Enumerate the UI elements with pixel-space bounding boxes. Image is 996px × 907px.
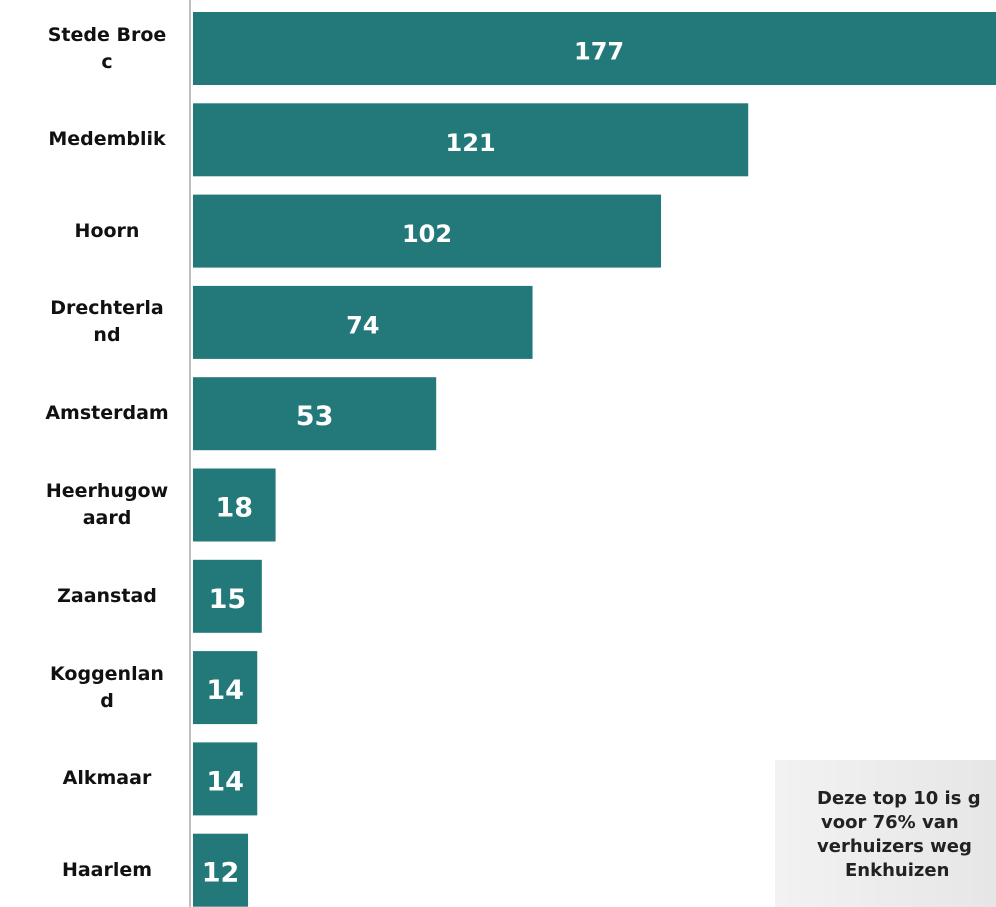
value-label: 15 [209,584,247,615]
value-label: 12 [202,858,240,889]
category-label: Heerhugowaard [20,469,170,542]
category-text: Stede Broec [47,23,167,73]
annotation-line: Enkhuizen [845,860,950,881]
category-label: Hoorn [20,195,170,268]
bar [193,742,258,816]
category-text: Alkmaar [62,767,152,790]
category-label: Haarlem [20,834,170,907]
value-label: 18 [216,493,254,524]
annotation-line: verhuizers weg [817,836,972,857]
category-text: Koggenland [50,662,164,712]
annotation-line: voor 76% van [821,812,959,833]
bar [193,468,276,542]
category-text: Medemblik [48,128,166,151]
category-text: Hoorn [74,219,140,242]
value-label: 53 [296,401,334,432]
bar [193,103,749,177]
bar [193,559,262,633]
value-label: 14 [206,766,244,797]
category-label: Amsterdam [20,377,170,450]
value-label: 102 [402,220,452,248]
value-label: 14 [206,675,244,706]
category-text: Zaanstad [57,584,157,607]
category-label: Drechterland [20,286,170,359]
bar [193,12,996,85]
bar [193,285,533,359]
category-label: Zaanstad [20,560,170,633]
category-text: Haarlem [61,858,153,881]
bar [193,377,437,451]
category-label: Koggenland [20,651,170,724]
annotation-box: Deze top 10 is g voor 76% van verhuizers w… [775,760,996,907]
value-label: 74 [346,311,379,339]
category-label: Alkmaar [20,742,170,815]
category-text: Drechterland [50,297,164,347]
category-label: Medemblik [20,103,170,176]
category-label: Stede Broec [20,12,170,85]
value-label: 121 [446,129,496,157]
category-text: Amsterdam [45,402,169,425]
annotation-line: Deze top 10 is g [817,788,981,809]
category-text: Heerhugowaard [45,480,169,529]
bar [193,651,258,725]
value-label: 177 [574,38,624,66]
bar [193,833,249,907]
bar [193,194,662,268]
